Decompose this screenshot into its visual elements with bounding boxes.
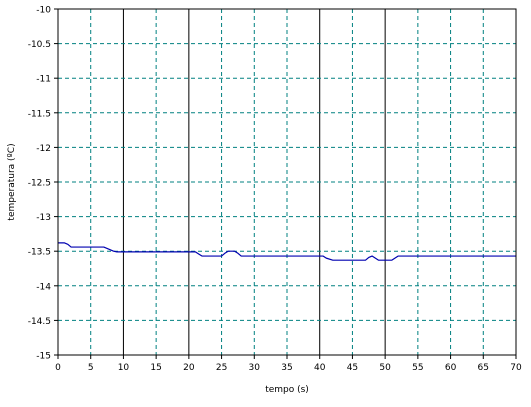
grid-layer <box>58 9 516 355</box>
x-axis-label: tempo (s) <box>265 385 309 395</box>
x-tick-label: 5 <box>88 363 94 373</box>
x-tick-label: 60 <box>445 363 457 373</box>
x-tick-label: 0 <box>55 363 61 373</box>
x-tick-label: 40 <box>314 363 326 373</box>
y-axis-label: temperatura (ºC) <box>7 143 17 220</box>
x-tick-label: 65 <box>478 363 489 373</box>
y-tick-label: -12.5 <box>28 179 51 189</box>
y-tick-label: -10 <box>36 6 51 16</box>
y-tick-label: -11 <box>36 75 51 85</box>
data-layer <box>58 242 516 261</box>
y-tick-label: -12 <box>36 144 51 154</box>
y-tick-label: -13.5 <box>28 248 51 258</box>
x-tick-label: 25 <box>216 363 227 373</box>
y-tick-label: -13 <box>36 213 51 223</box>
x-tick-label: 35 <box>281 363 292 373</box>
tick-layer: 0 5 10 15 20 25 30 35 40 45 50 55 60 65 70 -10 -10.5 -11 -… <box>28 6 522 374</box>
y-tick-label: -14.5 <box>28 317 51 327</box>
x-tick-label: 15 <box>150 363 161 373</box>
x-tick-label: 55 <box>412 363 423 373</box>
x-tick-label: 20 <box>183 363 195 373</box>
x-tick-label: 45 <box>347 363 358 373</box>
x-tick-label: 50 <box>379 363 391 373</box>
x-tick-label: 30 <box>249 363 261 373</box>
y-tick-label: -14 <box>36 282 51 292</box>
x-tick-label: 70 <box>510 363 522 373</box>
x-tick-label: 10 <box>118 363 130 373</box>
y-tick-label: -11.5 <box>28 109 51 119</box>
series-line <box>58 242 516 261</box>
y-tick-label: -15 <box>36 352 51 362</box>
y-tick-label: -10.5 <box>28 40 51 50</box>
